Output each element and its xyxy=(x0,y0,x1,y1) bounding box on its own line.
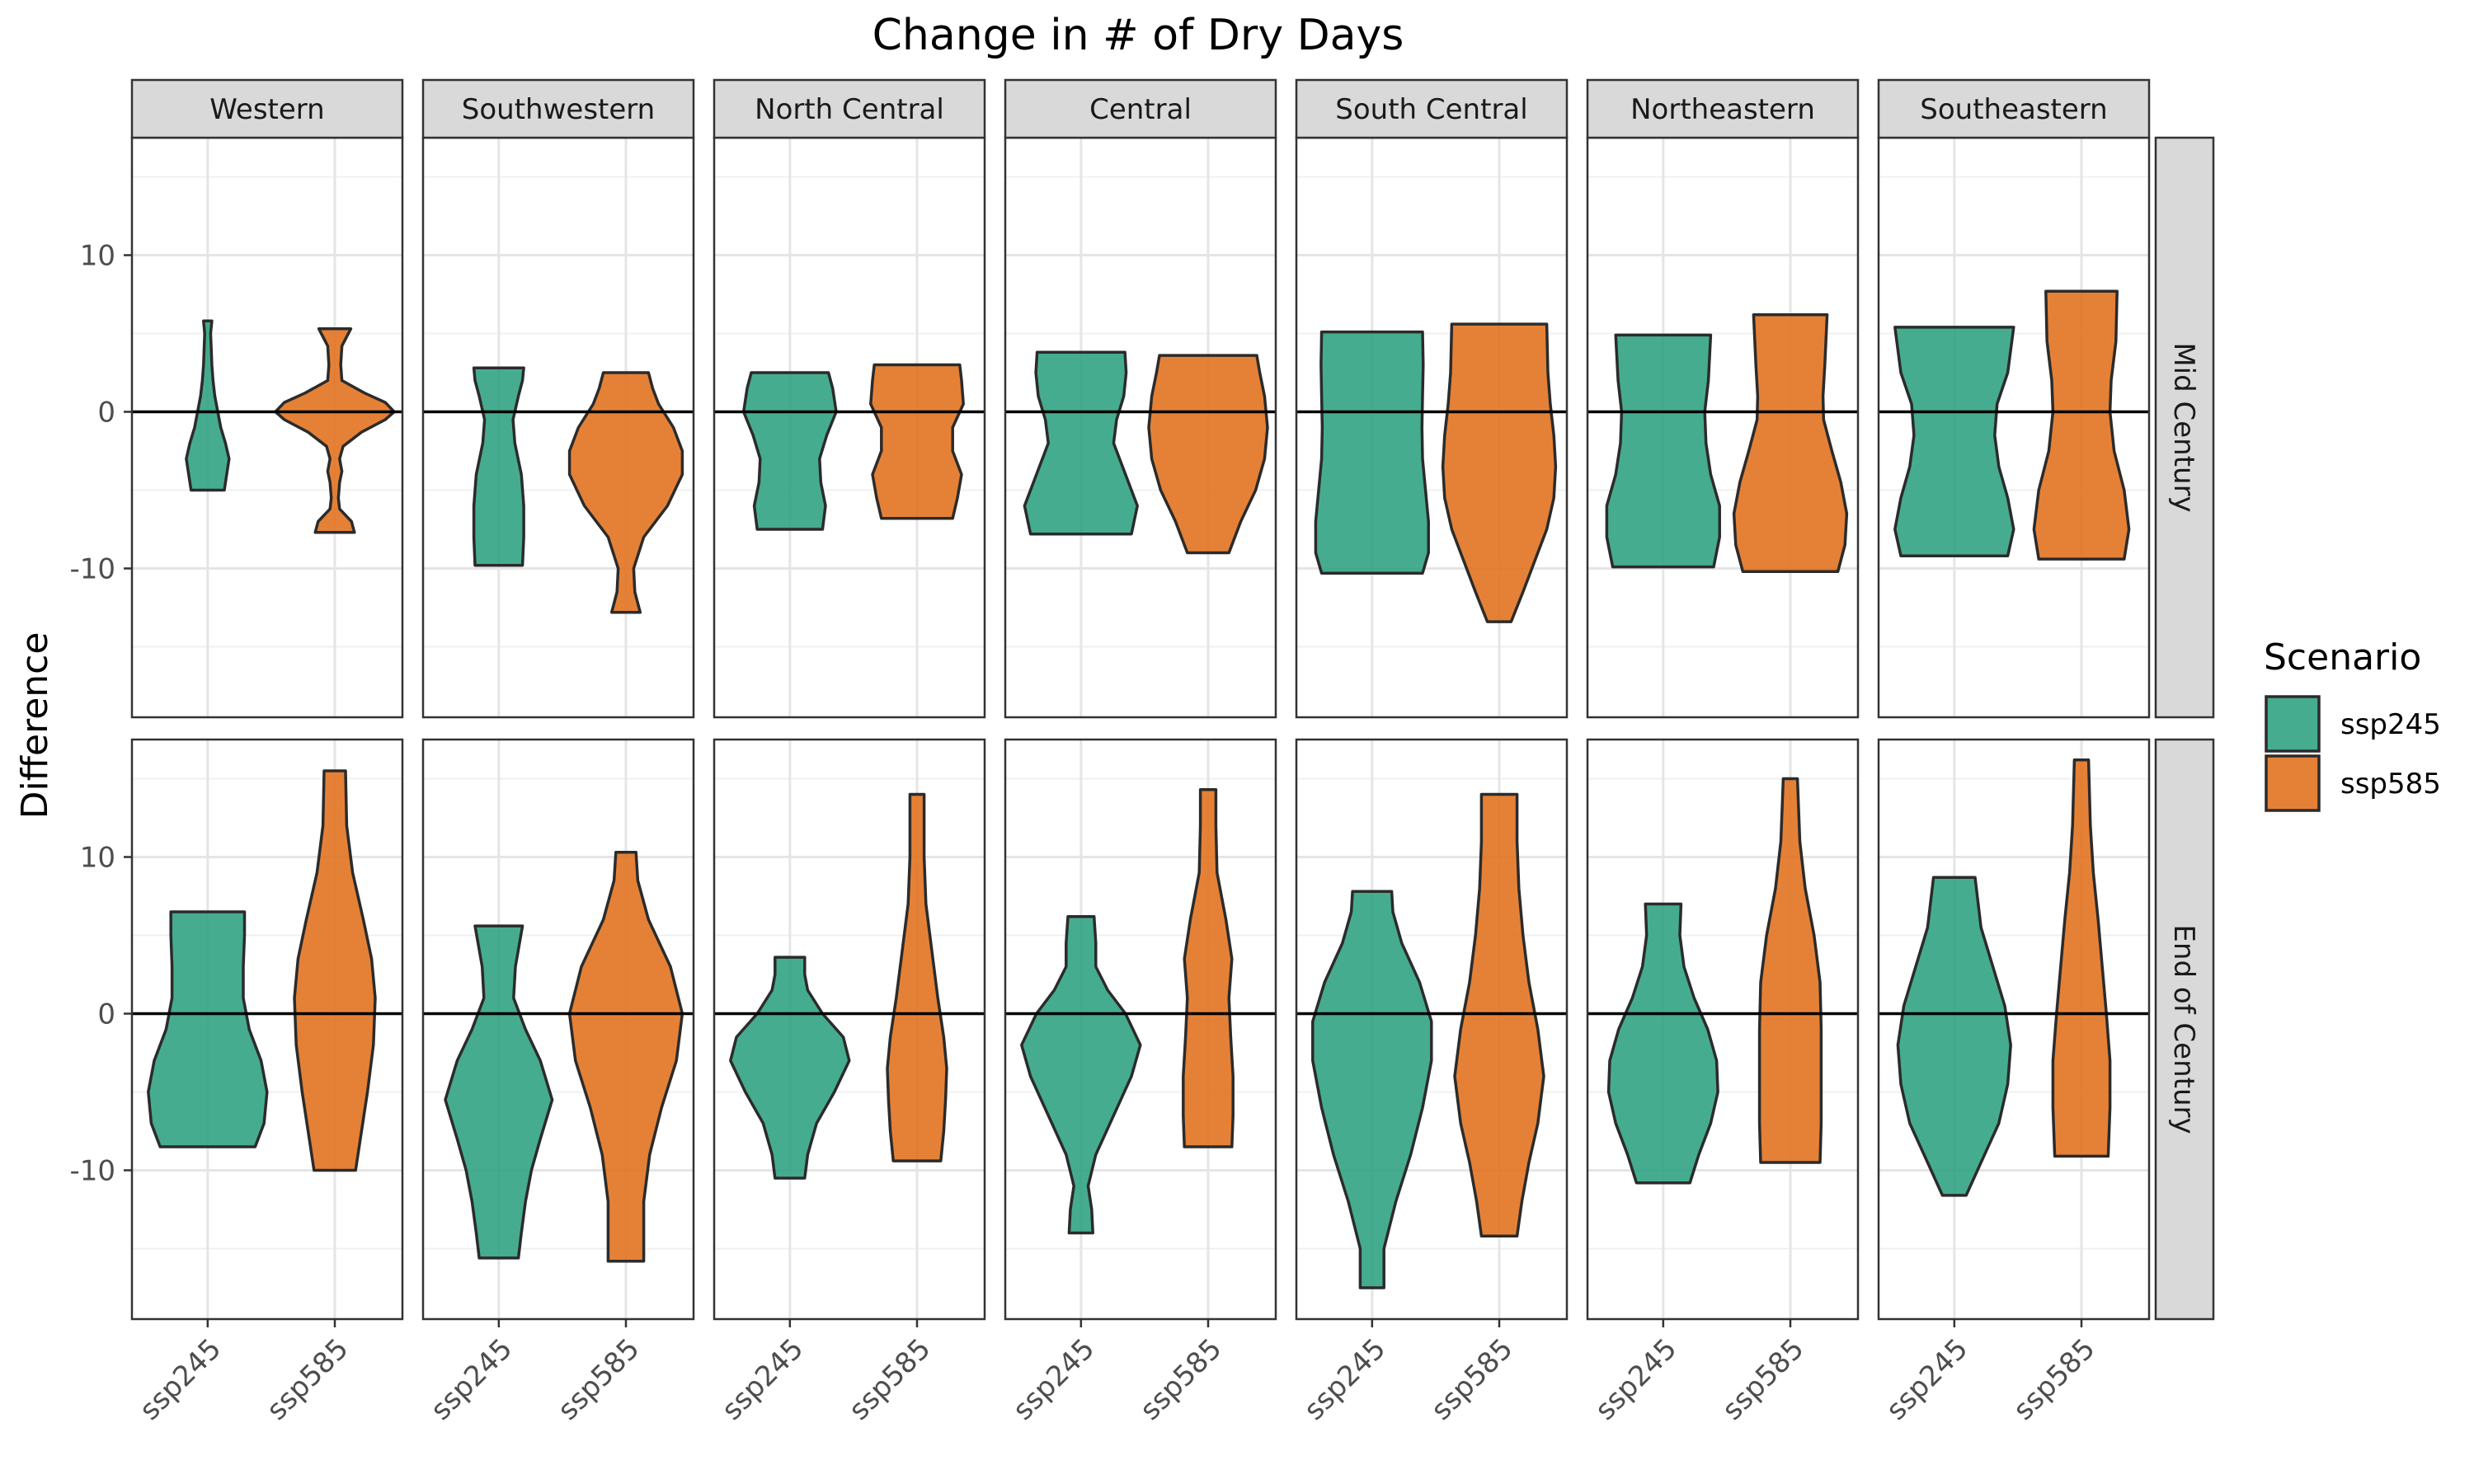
panel-border xyxy=(1877,738,2151,1321)
violin-ssp585 xyxy=(1182,788,1235,1148)
panel-border xyxy=(713,738,986,1321)
strip-column xyxy=(1877,78,2151,139)
facet-panel: ssp245 ssp585 xyxy=(713,738,986,1427)
legend-label: ssp585 xyxy=(2340,768,2441,801)
facet-panel: ssp245 ssp585 xyxy=(1877,738,2151,1427)
facet-panel: Northeastern xyxy=(1586,78,1860,719)
x-tick-label: ssp245 xyxy=(1880,1332,1974,1426)
strip-label-column: Central xyxy=(1089,93,1192,126)
facet-panel: Southwestern xyxy=(421,78,695,719)
x-tick-label: ssp245 xyxy=(1589,1332,1683,1426)
y-axis-title: Difference xyxy=(14,632,56,819)
violin-ssp245 xyxy=(472,366,525,567)
legend-key-ssp585 xyxy=(2265,754,2321,812)
y-tick-label: 0 xyxy=(97,998,115,1031)
violin-ssp585 xyxy=(293,769,377,1172)
y-tick-label: -10 xyxy=(69,553,115,586)
violin-ssp245 xyxy=(1606,902,1719,1185)
strip-row xyxy=(2154,738,2215,1321)
facet-panel: Western xyxy=(130,78,404,719)
legend-key-ssp245 xyxy=(2265,695,2321,753)
violin-ssp585 xyxy=(1453,792,1545,1238)
panel-border xyxy=(421,738,695,1321)
violin-ssp245 xyxy=(729,956,851,1180)
x-tick-label: ssp245 xyxy=(1298,1332,1392,1426)
x-tick-label: ssp585 xyxy=(1425,1332,1519,1426)
violin-ssp585 xyxy=(567,371,684,614)
strip-column xyxy=(1004,78,1277,139)
legend-label: ssp245 xyxy=(2340,708,2441,741)
legend-title: Scenario xyxy=(2264,636,2421,679)
facet-panel: North Central xyxy=(713,78,986,719)
violin-ssp585 xyxy=(1441,322,1558,623)
violin-ssp245 xyxy=(1893,326,2015,558)
y-tick-label: 0 xyxy=(97,397,115,430)
violin-ssp245 xyxy=(741,371,838,531)
strip-column xyxy=(421,78,695,139)
chart-title: Change in # of Dry Days xyxy=(872,11,1404,60)
violin-ssp585 xyxy=(2032,289,2131,561)
facet-panel: Central xyxy=(1004,78,1277,719)
violin-ssp245 xyxy=(1314,330,1430,575)
facet-panel: ssp245 ssp585 xyxy=(1586,738,1860,1427)
violin-ssp585 xyxy=(1147,354,1269,555)
violin-ssp585 xyxy=(1757,777,1823,1164)
strip-label-column: Northeastern xyxy=(1630,93,1815,126)
strip-column xyxy=(713,78,986,139)
x-tick-label: ssp585 xyxy=(1716,1332,1810,1426)
strip-column xyxy=(1586,78,1860,139)
panel-border xyxy=(130,738,404,1321)
y-tick-label: 10 xyxy=(80,240,115,273)
violin-ssp585 xyxy=(869,363,965,520)
legend: Scenario ssp245 ssp585 xyxy=(2264,636,2441,812)
violin-ssp245 xyxy=(1311,890,1433,1289)
strip-label-row: Mid Century xyxy=(2167,342,2200,512)
x-tick-label: ssp245 xyxy=(716,1332,810,1426)
violin-ssp585 xyxy=(1732,312,1849,574)
facet-panel: ssp245 ssp585 xyxy=(130,738,404,1427)
violin-ssp245 xyxy=(1023,350,1139,536)
x-tick-label: ssp585 xyxy=(1134,1332,1228,1426)
x-tick-label: ssp585 xyxy=(261,1332,355,1426)
x-tick-label: ssp245 xyxy=(1007,1332,1101,1426)
panel-border xyxy=(1004,738,1277,1321)
strip-label-column: Southwestern xyxy=(462,93,655,126)
strip-column xyxy=(1295,78,1569,139)
facet-panel: Southeastern xyxy=(1877,78,2151,719)
strip-label-column: Southeastern xyxy=(1920,93,2107,126)
violin-ssp245 xyxy=(147,910,269,1148)
violin-ssp585 xyxy=(274,327,396,534)
violin-ssp245 xyxy=(185,319,231,492)
facet-panel: South Central xyxy=(1295,78,1569,719)
x-tick-label: ssp245 xyxy=(425,1332,519,1426)
violin-ssp585 xyxy=(886,792,948,1162)
violin-ssp245 xyxy=(1605,333,1721,569)
panel-border xyxy=(1295,738,1569,1321)
strip-label-column: Western xyxy=(209,93,324,126)
violin-ssp245 xyxy=(444,924,554,1260)
violin-ssp245 xyxy=(1896,876,2012,1197)
y-tick-label: 10 xyxy=(80,842,115,875)
violin-ssp245 xyxy=(1020,914,1142,1235)
facet-panels: Western Southwestern North Central Central S… xyxy=(69,78,2215,1427)
x-tick-label: ssp585 xyxy=(552,1332,646,1426)
strip-row xyxy=(2154,136,2215,719)
violin-ssp585 xyxy=(2051,758,2112,1158)
facet-panel: ssp245 ssp585 xyxy=(1004,738,1277,1427)
panel-border xyxy=(1586,738,1860,1321)
violin-ssp585 xyxy=(567,851,684,1263)
strip-label-column: North Central xyxy=(755,93,944,126)
strip-column xyxy=(130,78,404,139)
strip-label-row: End of Century xyxy=(2167,924,2200,1134)
x-tick-label: ssp245 xyxy=(134,1332,228,1426)
y-tick-label: -10 xyxy=(69,1155,115,1188)
strip-label-column: South Central xyxy=(1335,93,1527,126)
x-tick-label: ssp585 xyxy=(843,1332,937,1426)
x-tick-label: ssp585 xyxy=(2007,1332,2101,1426)
facet-panel: ssp245 ssp585 xyxy=(1295,738,1569,1427)
facet-panel: ssp245 ssp585 xyxy=(421,738,695,1427)
